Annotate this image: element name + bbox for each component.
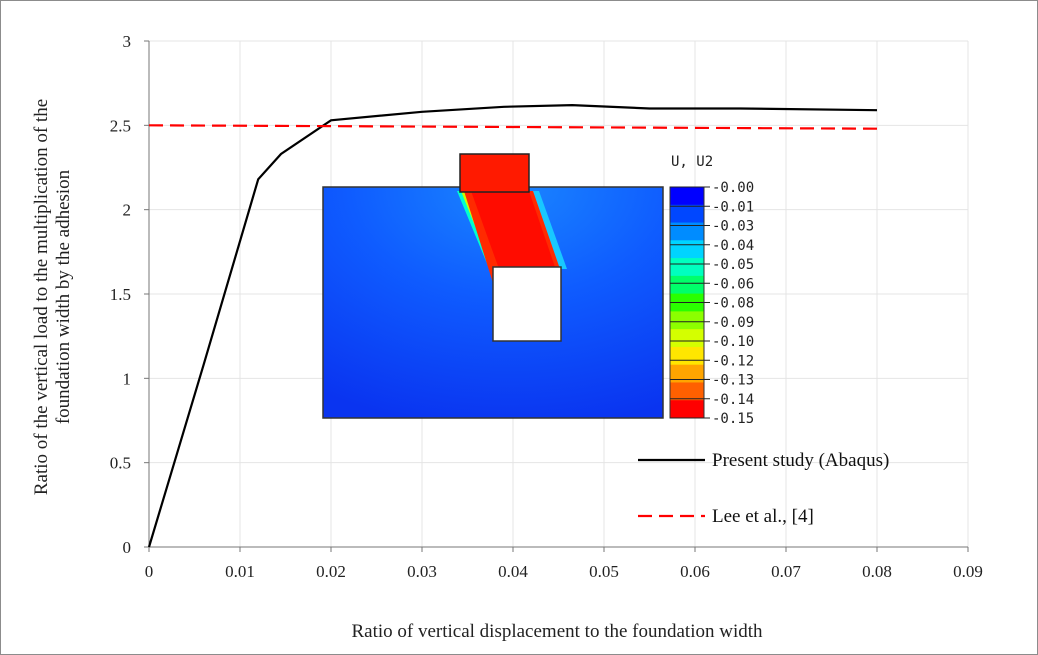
y-tick-label: 0: [123, 538, 132, 557]
legend: Present study (Abaqus) Lee et al., [4]: [638, 450, 889, 527]
footing-block: [459, 153, 530, 193]
colorbar-swatch: [670, 204, 704, 224]
y-axis-label-line-2: foundation width by the adhesion: [53, 169, 74, 424]
x-tick-label: 0.03: [407, 562, 437, 581]
x-tick-label: 0: [145, 562, 154, 581]
colorbar-label: -0.00: [712, 180, 754, 196]
y-tick-label: 2.5: [110, 116, 131, 135]
y-tick-label: 2: [123, 201, 132, 220]
colorbar-swatch: [670, 364, 704, 383]
colorbar-label: -0.12: [712, 353, 754, 369]
colorbar-label: -0.08: [712, 296, 754, 312]
legend-label-present-study: Present study (Abaqus): [712, 450, 889, 471]
y-tick-label: 1: [123, 369, 132, 388]
colorbar-label: -0.05: [712, 257, 754, 273]
x-tick-label: 0.02: [316, 562, 346, 581]
fe-contour-inset: U, U2 -0.00-0.01-0.03-0.04-0.05-0.06-0.0…: [322, 153, 754, 427]
series-line-present-study: [147, 103, 878, 548]
y-tick-label: 0.5: [110, 454, 131, 473]
colorbar-swatch: [670, 240, 704, 259]
void-cavity: [492, 266, 562, 342]
x-tick-label: 0.09: [953, 562, 983, 581]
wedge-highlight: [471, 191, 555, 269]
colorbar-swatch: [670, 222, 704, 241]
x-tick-label: 0.07: [771, 562, 801, 581]
colorbar-title: U, U2: [671, 154, 713, 170]
legend-label-lee-et-al: Lee et al., [4]: [712, 506, 814, 527]
y-tick-label: 3: [123, 32, 132, 51]
x-tick-label: 0.05: [589, 562, 619, 581]
colorbar-swatch: [670, 187, 704, 206]
y-axis-label: Ratio of the vertical load to the multip…: [31, 99, 74, 495]
colorbar-swatch: [670, 382, 704, 401]
x-tick-labels: 0 0.01 0.02 0.03 0.04 0.05 0.06 0.07 0.08 0.09: [145, 562, 983, 581]
series-line-lee-et-al: [148, 124, 878, 130]
y-axis-label-line-1: Ratio of the vertical load to the multip…: [31, 99, 52, 495]
x-tick-label: 0.01: [225, 562, 255, 581]
colorbar-swatch: [670, 400, 704, 419]
colorbar-swatch: [670, 311, 704, 330]
colorbar-swatch: [670, 329, 704, 348]
colorbar: -0.00 -0.01 -0.03 -0.04 -0.05 -0.06 -0.08 -0.09…: [669, 180, 754, 427]
x-tick-label: 0.06: [680, 562, 710, 581]
colorbar-label: -0.15: [712, 411, 754, 427]
x-tick-label: 0.04: [498, 562, 528, 581]
colorbar-swatch: [670, 275, 704, 295]
colorbar-label: -0.04: [712, 238, 754, 254]
x-axis-label: Ratio of vertical displacement to the fo…: [351, 621, 763, 642]
colorbar-swatch: [670, 258, 704, 277]
colorbar-label: -0.06: [712, 276, 754, 292]
colorbar-label: -0.03: [712, 219, 754, 235]
colorbar-label: -0.01: [712, 199, 754, 215]
colorbar-swatch: [670, 346, 704, 366]
colorbar-label: -0.14: [712, 392, 754, 408]
colorbar-label: -0.10: [712, 334, 754, 350]
x-tick-label: 0.08: [862, 562, 892, 581]
y-tick-label: 1.5: [110, 285, 131, 304]
colorbar-label: -0.09: [712, 315, 754, 331]
colorbar-label: -0.13: [712, 373, 754, 389]
y-tick-labels: 0 0.5 1 1.5 2 2.5 3: [110, 32, 131, 557]
